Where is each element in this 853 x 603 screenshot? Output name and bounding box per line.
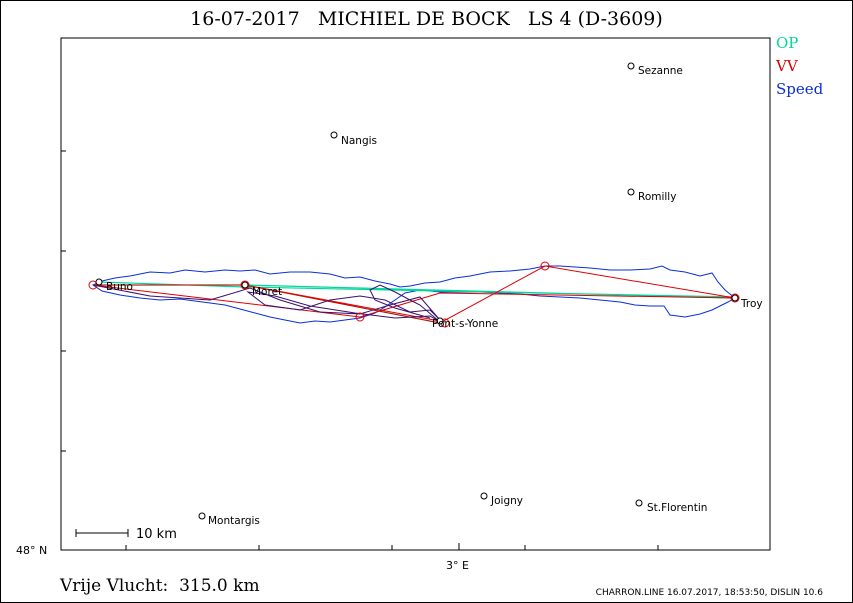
legend-vv: VV	[776, 57, 798, 75]
plot-area	[60, 37, 771, 551]
town-buno: Buno	[95, 278, 133, 293]
turnpoints	[88, 261, 740, 328]
map-title: 16-07-2017 MICHIEL DE BOCK LS 4 (D-3609)	[190, 8, 663, 30]
svg-text:Troy: Troy	[740, 298, 763, 310]
svg-text:St.Florentin: St.Florentin	[647, 502, 707, 514]
svg-text:Nangis: Nangis	[341, 135, 377, 147]
legend-speed: Speed	[776, 80, 824, 98]
svg-text:Pont-s-Yonne: Pont-s-Yonne	[432, 318, 498, 330]
y-ticks	[61, 150, 66, 551]
town-moret: Moret	[241, 281, 282, 298]
x-ticks	[125, 543, 659, 550]
town-st-florentin: St.Florentin	[635, 499, 707, 514]
scale-bar-label: 10 km	[136, 527, 177, 542]
town-pont-s-yonne: Pont-s-Yonne	[432, 317, 498, 330]
lat-label: 48° N	[16, 544, 47, 557]
vv-track	[92, 265, 736, 324]
flight-distance: Vrije Vlucht: 315.0 km	[60, 576, 260, 596]
town-sezanne: Sezanne	[627, 62, 683, 77]
svg-text:Joigny: Joigny	[490, 495, 523, 507]
svg-text:Sezanne: Sezanne	[638, 65, 683, 77]
svg-text:Montargis: Montargis	[208, 515, 260, 527]
svg-text:Buno: Buno	[106, 281, 133, 293]
legend-op: OP	[776, 34, 799, 52]
flight-trace	[92, 284, 441, 323]
town-montargis: Montargis	[198, 512, 260, 527]
file-info: CHARRON.LINE 16.07.2017, 18:53:50, DISLI…	[595, 588, 823, 598]
speed-track	[91, 265, 736, 324]
lon-label: 3° E	[446, 559, 469, 572]
scale-bar	[75, 529, 129, 537]
svg-text:Romilly: Romilly	[638, 191, 676, 203]
svg-text:Moret: Moret	[252, 286, 282, 298]
town-joigny: Joigny	[480, 492, 523, 507]
town-troy: Troy	[731, 294, 763, 310]
town-nangis: Nangis	[330, 131, 377, 147]
town-romilly: Romilly	[627, 188, 676, 203]
